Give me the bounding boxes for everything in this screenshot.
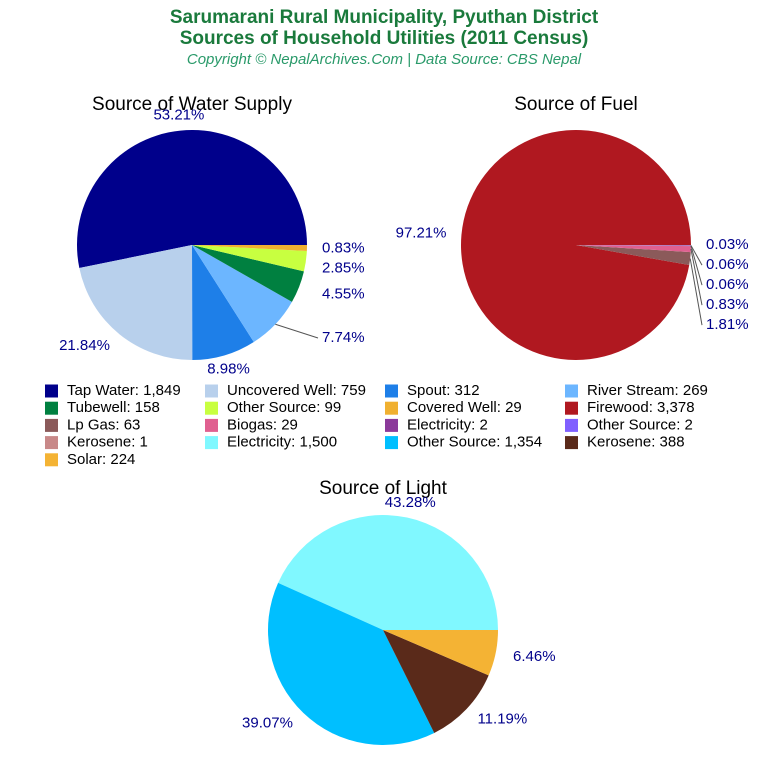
leader-line: [690, 248, 703, 306]
legend-label: Tubewell: 158: [67, 399, 160, 416]
legend-label: Firewood: 3,378: [587, 399, 695, 416]
legend-label: Electricity: 2: [407, 416, 488, 433]
legend-swatch: [385, 436, 398, 450]
chart-title: Source of Fuel: [514, 94, 638, 115]
legend-swatch: [45, 401, 58, 415]
pie-slice: [192, 245, 307, 272]
value-label: 0.83%: [322, 239, 365, 256]
legend-swatch: [45, 436, 58, 450]
legend-swatch: [565, 384, 578, 398]
legend-swatch: [565, 436, 578, 450]
value-label: 43.28%: [385, 494, 436, 511]
value-label: 11.19%: [477, 710, 527, 727]
legend-label: Uncovered Well: 759: [227, 382, 366, 399]
legend-label: Other Source: 99: [227, 399, 341, 416]
pie-slice: [576, 245, 691, 247]
leader-line: [690, 245, 703, 266]
pie-slice: [576, 245, 691, 246]
value-label: 0.03%: [706, 236, 749, 253]
pie-slice: [461, 129, 691, 360]
leader-line: [690, 245, 703, 286]
legend-swatch: [385, 401, 398, 415]
value-label: 7.74%: [322, 329, 365, 346]
value-label: 2.85%: [322, 259, 365, 276]
chart-title: Source of Light: [319, 478, 448, 499]
legend-swatch: [565, 401, 578, 415]
value-label: 6.46%: [513, 648, 556, 665]
legend-label: Other Source: 2: [587, 416, 693, 433]
subtitle: Copyright © NepalArchives.Com | Data Sou…: [187, 51, 582, 68]
legend-label: Tap Water: 1,849: [67, 382, 181, 399]
pie-slice: [192, 245, 307, 251]
legend-swatch: [205, 401, 218, 415]
leader-line: [689, 258, 703, 326]
pie-slice: [76, 129, 307, 269]
legend-swatch: [565, 418, 578, 432]
pie-slice: [278, 514, 498, 630]
pie-slice: [576, 245, 691, 253]
value-label: 1.81%: [706, 316, 749, 333]
pie-slice: [383, 630, 489, 733]
value-label: 0.06%: [706, 276, 749, 293]
value-label: 21.84%: [59, 337, 110, 354]
title-line: Sources of Household Utilities (2011 Cen…: [180, 28, 589, 49]
legend-label: Electricity: 1,500: [227, 434, 337, 451]
legend-swatch: [205, 436, 218, 450]
value-label: 4.55%: [322, 285, 365, 302]
pie-slice: [383, 630, 498, 676]
legend-swatch: [205, 418, 218, 432]
value-label: 53.21%: [153, 107, 204, 124]
leader-line: [275, 323, 319, 339]
legend-label: Kerosene: 1: [67, 434, 148, 451]
pie-slice: [192, 245, 254, 360]
pie-slice: [192, 245, 304, 302]
legend-label: Lp Gas: 63: [67, 416, 140, 433]
value-label: 39.07%: [242, 715, 293, 732]
legend-label: Other Source: 1,354: [407, 434, 542, 451]
legend-label: Solar: 224: [67, 451, 135, 468]
pie-slice: [79, 245, 193, 360]
pie-slice: [268, 582, 435, 745]
legend-label: Covered Well: 29: [407, 399, 522, 416]
title-line: Sarumarani Rural Municipality, Pyuthan D…: [170, 7, 599, 28]
chart-title: Source of Water Supply: [92, 94, 292, 115]
value-label: 8.98%: [207, 361, 250, 378]
legend-swatch: [45, 418, 58, 432]
pie-slice: [192, 245, 292, 342]
value-label: 97.21%: [396, 225, 447, 242]
value-label: 0.83%: [706, 296, 749, 313]
legend-swatch: [205, 384, 218, 398]
legend-swatch: [385, 418, 398, 432]
pie-slice: [576, 245, 691, 266]
legend-label: Spout: 312: [407, 382, 480, 399]
legend-swatch: [385, 384, 398, 398]
value-label: 0.06%: [706, 256, 749, 273]
legend-label: Kerosene: 388: [587, 434, 685, 451]
legend-swatch: [45, 384, 58, 398]
legend-swatch: [45, 453, 58, 467]
legend-label: River Stream: 269: [587, 382, 708, 399]
legend-label: Biogas: 29: [227, 416, 298, 433]
